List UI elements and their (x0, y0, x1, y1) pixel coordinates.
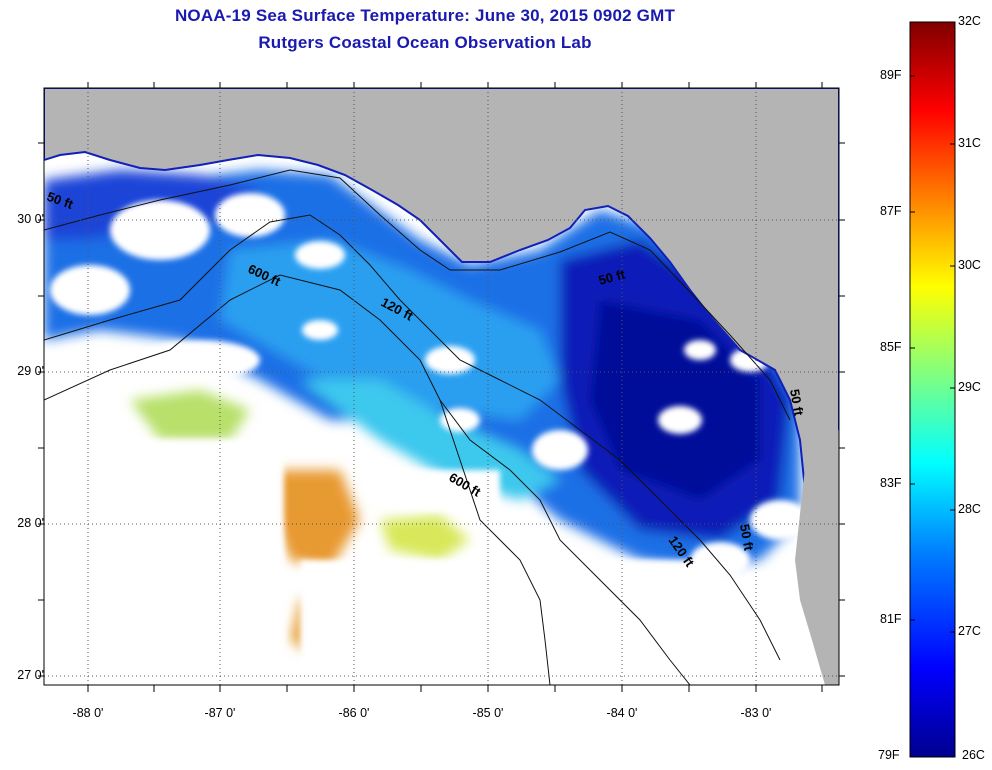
colorbar-celsius-label: 30C (958, 258, 981, 272)
colorbar-celsius-label: 26C (962, 748, 985, 762)
map-ticks (38, 82, 845, 692)
isobath-label: 50 ft (597, 266, 627, 288)
lon-label: -83 0' (740, 706, 772, 720)
lon-label: -88 0' (72, 706, 104, 720)
lon-label: -87 0' (204, 706, 236, 720)
colorbar-celsius-label: 32C (958, 14, 981, 28)
isobath-lines (44, 169, 791, 685)
colorbar-fahrenheit-label: 81F (880, 612, 902, 626)
peninsula-land (795, 430, 839, 685)
lat-label: 30 0' (17, 212, 44, 226)
colorbar-fahrenheit-label: 83F (880, 476, 902, 490)
land-mass (44, 88, 839, 562)
colorbar (909, 21, 956, 758)
colorbar-celsius-label: 28C (958, 502, 981, 516)
map-subtitle: Rutgers Coastal Ocean Observation Lab (258, 33, 592, 52)
cloud-patches (44, 193, 810, 685)
lon-label: -86 0' (338, 706, 370, 720)
map-frame (43, 87, 840, 686)
colorbar-ticks (910, 75, 955, 633)
isobath-label: 50 ft (787, 388, 807, 418)
colorbar-celsius-label: 27C (958, 624, 981, 638)
map-title: NOAA-19 Sea Surface Temperature: June 30… (174, 6, 676, 25)
colorbar-fahrenheit-label: 89F (880, 68, 902, 82)
colorbar-fahrenheit-label: 79F (878, 748, 900, 762)
colorbar-celsius-label: 29C (958, 380, 981, 394)
map-grid (44, 88, 839, 685)
colorbar-celsius-label: 31C (958, 136, 981, 150)
lon-label: -85 0' (472, 706, 504, 720)
colorbar-fahrenheit-label: 85F (880, 340, 902, 354)
lat-label: 29 0' (17, 364, 44, 378)
lat-label: 28 0' (17, 516, 44, 530)
lon-label: -84 0' (606, 706, 638, 720)
lat-label: 27 0' (17, 668, 44, 682)
colorbar-fahrenheit-label: 87F (880, 204, 902, 218)
isobath-label: 50 ft (737, 523, 757, 553)
